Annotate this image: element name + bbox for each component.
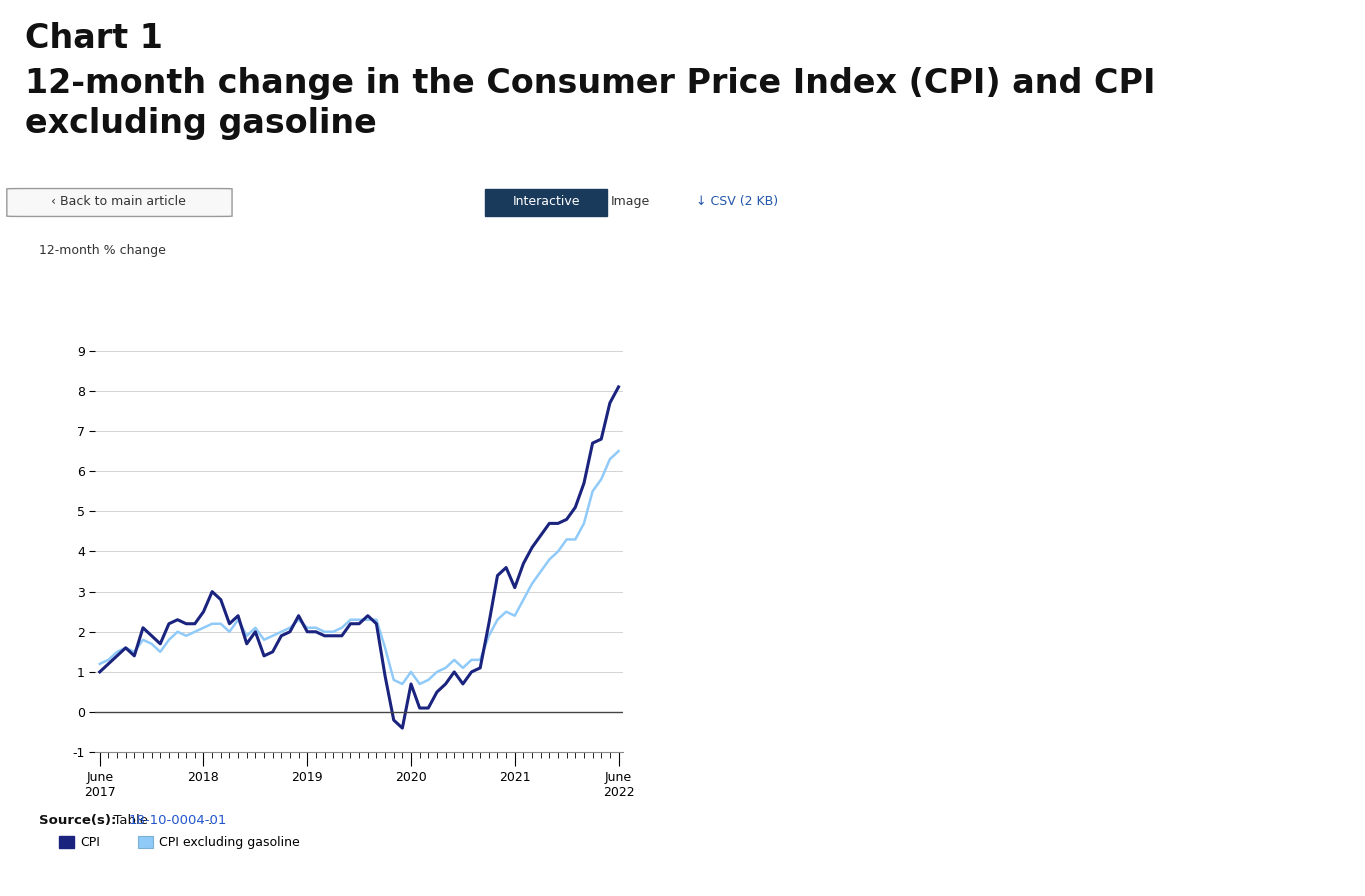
Text: ‹ Back to main article: ‹ Back to main article — [52, 195, 186, 208]
Text: Chart 1: Chart 1 — [25, 22, 162, 56]
Text: .: . — [207, 814, 212, 828]
Text: 12-month change in the Consumer Price Index (CPI) and CPI
excluding gasoline: 12-month change in the Consumer Price In… — [25, 67, 1155, 140]
Text: 12-month % change: 12-month % change — [38, 244, 165, 257]
Legend: CPI, CPI excluding gasoline: CPI, CPI excluding gasoline — [55, 831, 304, 854]
Text: 18-10-0004-01: 18-10-0004-01 — [128, 814, 227, 828]
Text: Interactive: Interactive — [512, 195, 580, 208]
FancyBboxPatch shape — [7, 188, 232, 217]
Text: Table: Table — [105, 814, 152, 828]
Text: ↓ CSV (2 KB): ↓ CSV (2 KB) — [696, 195, 778, 208]
FancyBboxPatch shape — [485, 189, 607, 216]
Text: Source(s):: Source(s): — [38, 814, 116, 828]
Text: Image: Image — [612, 195, 650, 208]
